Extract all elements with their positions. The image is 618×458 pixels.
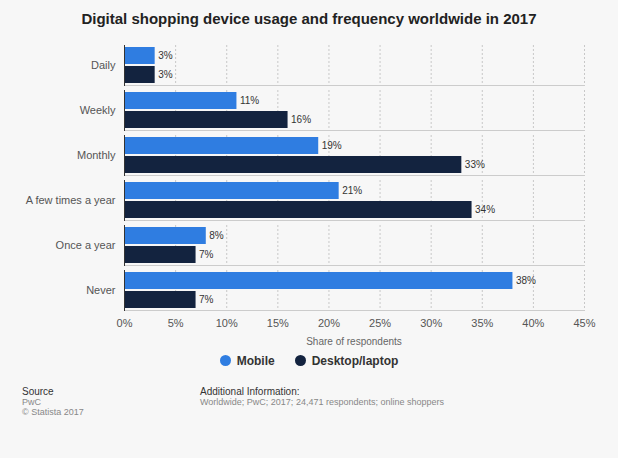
- svg-text:10%: 10%: [216, 317, 238, 329]
- svg-text:3%: 3%: [158, 50, 173, 61]
- html-text:Desktop/laptop: Desktop/laptop: [311, 354, 399, 368]
- svg-text:40%: 40%: [522, 317, 544, 329]
- svg-text:19%: 19%: [322, 140, 342, 151]
- svg-text:Daily: Daily: [91, 59, 116, 71]
- svg-text:0%: 0%: [117, 317, 133, 329]
- svg-text:Monthly: Monthly: [77, 149, 116, 161]
- svg-text:34%: 34%: [475, 204, 495, 215]
- html-text:PwC: PwC: [22, 397, 41, 407]
- svg-text:3%: 3%: [158, 69, 173, 80]
- svg-text:33%: 33%: [465, 159, 485, 170]
- svg-text:30%: 30%: [420, 317, 442, 329]
- svg-text:5%: 5%: [168, 317, 184, 329]
- svg-text:25%: 25%: [369, 317, 391, 329]
- svg-text:11%: 11%: [240, 95, 259, 106]
- html-text:Source: Source: [22, 386, 54, 397]
- svg-text:Once a year: Once a year: [56, 239, 116, 251]
- svg-text:Never: Never: [86, 284, 116, 296]
- svg-text:7%: 7%: [199, 249, 214, 260]
- html-text:Additional Information:: Additional Information:: [200, 386, 300, 397]
- svg-text:21%: 21%: [342, 185, 362, 196]
- svg-text:16%: 16%: [291, 114, 311, 125]
- svg-text:7%: 7%: [199, 294, 214, 305]
- svg-text:38%: 38%: [516, 275, 536, 286]
- svg-text:35%: 35%: [471, 317, 493, 329]
- html-text:Share of respondents: Share of respondents: [306, 336, 402, 347]
- svg-text:8%: 8%: [209, 230, 224, 241]
- html-text:© Statista 2017: © Statista 2017: [22, 407, 84, 417]
- svg-text:Weekly: Weekly: [80, 104, 116, 116]
- svg-text:A few times a year: A few times a year: [26, 194, 116, 206]
- svg-text:15%: 15%: [267, 317, 289, 329]
- html-text:Digital shopping device usage: Digital shopping device usage and freque…: [81, 10, 537, 27]
- svg-text:45%: 45%: [573, 317, 595, 329]
- html-text:Worldwide; PwC; 2017; 24,471 r: Worldwide; PwC; 2017; 24,471 respondents…: [200, 397, 444, 407]
- html-text:Mobile: Mobile: [236, 354, 275, 368]
- svg-text:20%: 20%: [318, 317, 340, 329]
